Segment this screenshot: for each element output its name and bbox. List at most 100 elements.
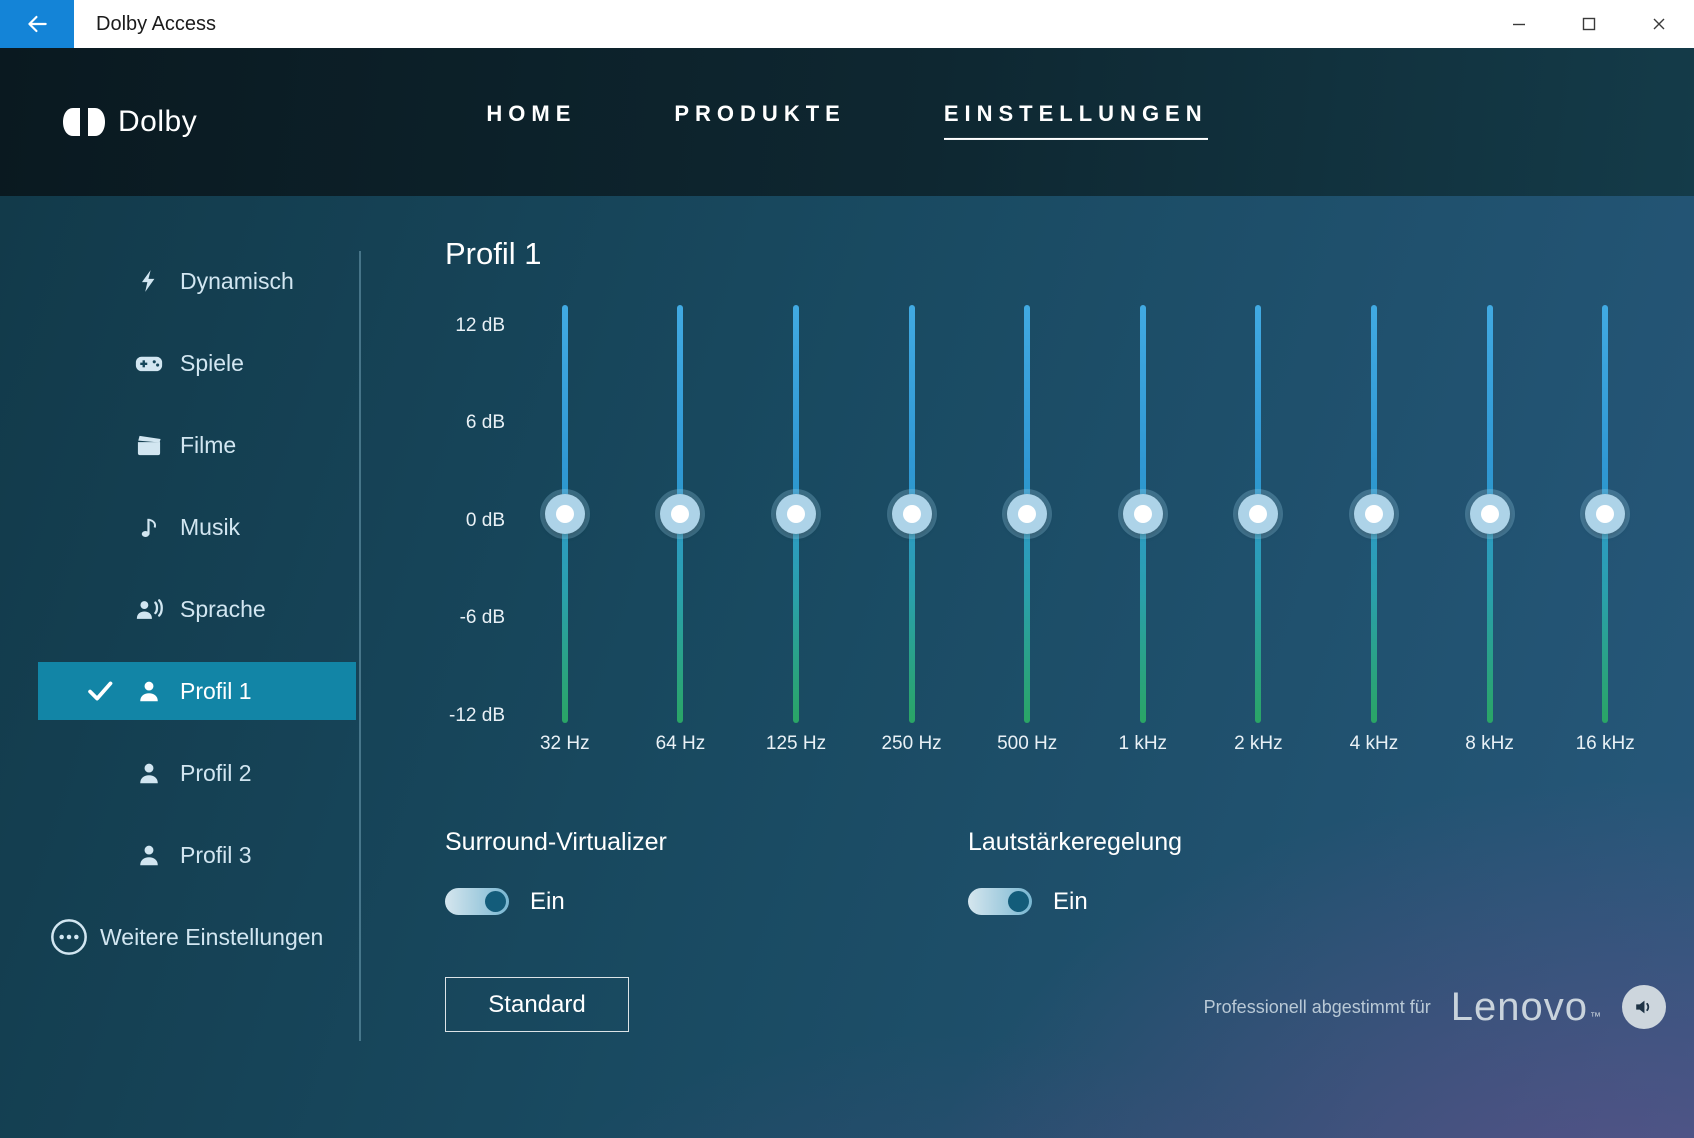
sidebar-item-label: Musik [180,513,241,540]
eq-band: 4 kHz [1316,305,1432,754]
person-icon [134,758,164,788]
sidebar-item-label: Profil 2 [180,759,252,786]
eq-band-label: 4 kHz [1349,733,1399,754]
eq-slider-knob[interactable] [1469,494,1510,534]
main-nav: HOME PRODUKTE EINSTELLUNGEN [0,101,1694,140]
db-axis: 12 dB 6 dB 0 dB -6 dB -12 dB [433,196,505,756]
sidebar-item-spiele[interactable]: Spiele [38,334,356,392]
db-axis-label: -12 dB [449,705,505,726]
ellipsis-circle-icon [48,919,90,955]
eq-band-label: 125 Hz [765,733,827,754]
speaker-button[interactable] [1622,985,1666,1029]
surround-virtualizer-state: Ein [530,888,565,915]
eq-slider-knob[interactable] [1353,494,1394,534]
lenovo-logo: Lenovo ™ [1451,985,1602,1030]
sidebar-item-profil-2[interactable]: Profil 2 [38,744,356,802]
standard-button[interactable]: Standard [445,977,629,1032]
eq-band: 64 Hz [623,305,739,754]
arrow-left-icon [28,15,47,33]
minimize-button[interactable] [1484,0,1554,48]
eq-slider-knob[interactable] [775,494,816,534]
db-axis-label: 6 dB [465,412,505,433]
nav-home[interactable]: HOME [486,100,577,126]
footer: Professionell abgestimmt für Lenovo ™ [1204,984,1666,1030]
eq-slider-knob[interactable] [544,494,585,534]
eq-band: 1 kHz [1085,305,1201,754]
sidebar-item-profil-3[interactable]: Weitere Einstellungen Profil 3 [38,826,356,884]
sidebar-item-profil-1[interactable]: Profil 1 [38,662,356,720]
profiles-sidebar: Dynamisch Spiele [0,196,361,1138]
lenovo-trademark: ™ [1590,1010,1602,1023]
page-title: Profil 1 [445,236,542,271]
music-note-icon [134,512,164,542]
window-controls [1484,0,1694,48]
clapperboard-icon [134,430,164,460]
back-button[interactable] [0,0,74,48]
sidebar-item-musik[interactable]: Musik [38,498,356,556]
voice-icon [134,594,164,624]
eq-band-label: 500 Hz [997,733,1058,754]
eq-band-label: 8 kHz [1465,733,1514,754]
eq-band: 8 kHz [1432,305,1548,754]
lautstaerkeregelung-state: Ein [1053,888,1088,915]
sidebar-item-label: Profil 3 [180,841,252,868]
eq-band: 125 Hz [738,305,854,754]
tuned-for-text: Professionell abgestimmt für [1203,996,1431,1017]
lautstaerkeregelung-label: Lautstärkeregelung [968,828,1183,856]
eq-band: 32 Hz [507,305,623,754]
close-icon [1653,18,1665,30]
titlebar: Dolby Access [0,0,1694,48]
eq-band-label: 64 Hz [655,733,706,754]
eq-slider-knob[interactable] [1007,494,1048,534]
sidebar-item-label: Weitere Einstellungen [100,923,324,950]
eq-band-label: 1 kHz [1118,733,1168,754]
gamepad-icon [134,348,164,378]
content-area: Dynamisch Spiele [0,196,1694,1138]
eq-band-label: 32 Hz [539,733,590,754]
dolby-logo: Dolby [62,105,197,139]
sidebar-item-filme[interactable]: Filme [38,416,356,474]
person-icon [134,676,164,706]
nav-produkte[interactable]: PRODUKTE [674,100,846,126]
window-title: Dolby Access [96,12,217,35]
dolby-wordmark: Dolby [118,105,198,138]
maximize-button[interactable] [1554,0,1624,48]
sidebar-item-weitere-einstellungen[interactable]: Weitere Einstellungen [38,908,356,966]
dolby-double-d-icon [63,108,105,136]
eq-slider-knob[interactable] [1238,494,1279,534]
eq-slider-knob[interactable] [891,494,932,534]
lightning-icon [134,266,164,296]
sidebar-item-dynamisch[interactable]: Dynamisch [38,252,356,310]
person-icon [134,840,164,870]
surround-virtualizer-label: Surround-Virtualizer [445,828,667,856]
sidebar-item-sprache[interactable]: Sprache [38,580,356,638]
eq-band: 16 kHz [1547,305,1663,754]
eq-slider-knob[interactable] [660,494,701,534]
eq-slider-knob[interactable] [1122,494,1163,534]
nav-einstellungen[interactable]: EINSTELLUNGEN [943,101,1208,140]
minimize-icon [1513,23,1525,26]
speaker-icon [1636,1000,1650,1014]
eq-band: 2 kHz [1201,305,1317,754]
toggle-thumb [485,891,506,912]
surround-virtualizer-toggle[interactable] [445,888,509,915]
lautstaerkeregelung-toggle[interactable] [968,888,1032,915]
sidebar-item-label: Dynamisch [180,267,294,294]
app-header: Dolby HOME PRODUKTE EINSTELLUNGEN [0,48,1694,196]
sidebar-divider [359,251,361,1041]
db-axis-label: -6 dB [459,607,505,628]
check-icon [86,677,114,705]
toggle-thumb [1008,891,1029,912]
eq-slider-knob[interactable] [1585,494,1626,534]
eq-band-label: 16 kHz [1575,733,1635,754]
sidebar-item-label: Profil 1 [180,677,252,704]
db-axis-label: 0 dB [465,510,505,531]
db-axis-label: 12 dB [455,315,505,336]
close-button[interactable] [1624,0,1694,48]
eq-band-label: 2 kHz [1234,733,1283,754]
equalizer: 32 Hz 64 Hz 125 Hz 250 Hz 500 Hz [507,305,1663,754]
eq-band-label: 250 Hz [881,733,942,754]
eq-band: 500 Hz [969,305,1085,754]
lenovo-wordmark: Lenovo [1450,984,1588,1029]
